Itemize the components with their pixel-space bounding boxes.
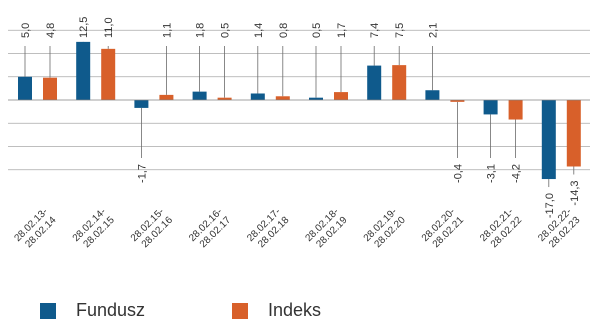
value-label: 5,0 bbox=[20, 23, 32, 38]
value-label: -17,0 bbox=[544, 193, 556, 218]
bar-indeks bbox=[392, 65, 407, 100]
legend-swatch-fundusz bbox=[40, 302, 56, 319]
bar-indeks bbox=[334, 92, 348, 100]
value-label: 7,5 bbox=[394, 23, 406, 38]
bar-indeks bbox=[101, 48, 116, 100]
category-label: 28.02.21-28.02.22 bbox=[478, 206, 524, 252]
bar-fundusz bbox=[425, 90, 440, 100]
value-label: 0,8 bbox=[278, 23, 290, 38]
bar-fundusz bbox=[76, 41, 91, 100]
legend-label-fundusz: Fundusz bbox=[76, 300, 146, 320]
value-label: 2,1 bbox=[427, 23, 439, 38]
category-label: 28.02.15-28.02.16 bbox=[129, 206, 175, 252]
bar-fundusz bbox=[18, 76, 32, 100]
legend-label-indeks: Indeks bbox=[268, 300, 322, 320]
bar-fundusz bbox=[134, 100, 149, 108]
bar-fundusz bbox=[483, 100, 498, 115]
legend: Fundusz Indeks bbox=[0, 300, 598, 322]
category-label: 28.02.19-28.02.20 bbox=[362, 206, 408, 252]
bar-indeks bbox=[275, 96, 290, 100]
bar-indeks bbox=[508, 100, 523, 120]
bar-fundusz bbox=[309, 97, 323, 100]
bar-indeks bbox=[217, 97, 232, 100]
category-label: 28.02.16-28.02.17 bbox=[187, 206, 233, 252]
bar-fundusz bbox=[367, 65, 382, 100]
bar-fundusz bbox=[250, 93, 265, 100]
value-label: 1,1 bbox=[161, 23, 173, 38]
category-label: 28.02.20-28.02.21 bbox=[420, 206, 466, 252]
value-label: 1,7 bbox=[336, 23, 348, 38]
value-label: -0,4 bbox=[452, 164, 464, 183]
value-label: 0,5 bbox=[311, 23, 323, 38]
value-label: -1,7 bbox=[136, 164, 148, 183]
value-label: -14,3 bbox=[569, 180, 581, 205]
value-label: 1,8 bbox=[195, 23, 207, 38]
legend-swatch-indeks bbox=[232, 302, 248, 319]
value-label: 1,4 bbox=[253, 23, 265, 38]
value-label: 11,0 bbox=[103, 17, 115, 38]
bar-chart: 5,0 12,5 -1,7 1,8 1,4 0,5 7,4 2,1 -3,1 -17,0 4,8 11… bbox=[8, 17, 590, 252]
value-label: -3,1 bbox=[486, 164, 498, 183]
value-label: 0,5 bbox=[220, 23, 232, 38]
value-label: 12,5 bbox=[78, 17, 90, 38]
bar-indeks bbox=[566, 100, 581, 167]
value-label: 4,8 bbox=[45, 23, 57, 38]
bar-fundusz bbox=[192, 91, 207, 100]
legend-item-indeks: Indeks bbox=[232, 300, 321, 321]
legend-item-fundusz: Fundusz bbox=[40, 300, 145, 321]
bar-indeks bbox=[159, 94, 174, 100]
category-label: 28.02.14-28.02.15 bbox=[71, 206, 117, 252]
category-label: 28.02.18-28.02.19 bbox=[303, 206, 349, 252]
category-label: 28.02.13-28.02.14 bbox=[12, 206, 58, 252]
bar-fundusz bbox=[541, 100, 556, 180]
bar-indeks bbox=[43, 77, 57, 100]
value-label: 7,4 bbox=[369, 23, 381, 38]
category-label: 28.02.17-28.02.18 bbox=[245, 206, 291, 252]
value-label: -4,2 bbox=[511, 164, 523, 183]
bar-indeks bbox=[450, 100, 465, 102]
